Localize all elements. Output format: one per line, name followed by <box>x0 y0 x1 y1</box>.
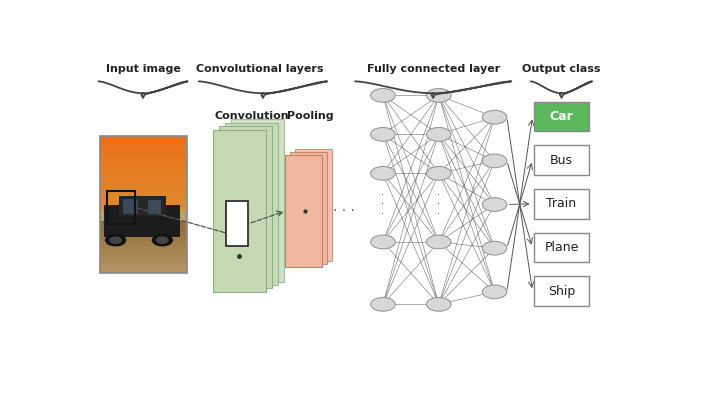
Bar <box>100 152 186 154</box>
Bar <box>100 136 186 273</box>
Bar <box>100 258 186 262</box>
Circle shape <box>482 241 507 255</box>
Bar <box>100 147 186 149</box>
Bar <box>534 189 590 219</box>
Text: Convolutional layers: Convolutional layers <box>197 64 324 74</box>
Bar <box>231 119 284 281</box>
Circle shape <box>482 110 507 124</box>
Bar <box>119 196 166 215</box>
Text: Pooling: Pooling <box>287 111 334 121</box>
Bar <box>100 235 186 239</box>
Text: Train: Train <box>546 197 577 210</box>
Bar <box>100 223 186 227</box>
Text: Ship: Ship <box>548 285 575 298</box>
Bar <box>107 191 135 224</box>
Bar <box>100 269 186 273</box>
Bar <box>148 200 161 214</box>
Bar <box>226 201 248 246</box>
Bar <box>100 162 186 165</box>
Bar <box>100 154 186 157</box>
Bar <box>100 157 186 160</box>
Bar <box>100 181 186 184</box>
Circle shape <box>371 128 395 141</box>
Bar <box>100 200 186 202</box>
Bar <box>100 210 186 221</box>
Bar <box>100 207 186 210</box>
Text: Bus: Bus <box>550 153 573 166</box>
Bar <box>213 130 266 292</box>
Circle shape <box>426 297 451 311</box>
Bar <box>100 168 186 171</box>
Bar <box>100 262 186 265</box>
Bar <box>100 202 186 205</box>
Circle shape <box>110 237 121 243</box>
Bar <box>100 176 186 178</box>
Text: Car: Car <box>549 110 573 123</box>
Bar <box>100 250 186 254</box>
Circle shape <box>153 234 172 246</box>
Bar <box>100 165 186 168</box>
Bar <box>100 178 186 181</box>
Circle shape <box>426 89 451 102</box>
Circle shape <box>371 297 395 311</box>
Bar <box>100 254 186 258</box>
Bar <box>100 144 186 147</box>
Circle shape <box>482 154 507 168</box>
Bar <box>100 171 186 173</box>
Bar <box>100 220 186 223</box>
Bar <box>534 145 590 175</box>
Bar <box>100 239 186 243</box>
Bar <box>225 123 278 285</box>
Bar <box>534 276 590 306</box>
Bar <box>100 139 186 141</box>
Bar <box>100 246 186 250</box>
Bar <box>122 199 138 214</box>
Circle shape <box>482 198 507 211</box>
Bar <box>290 152 327 264</box>
Bar <box>534 232 590 262</box>
Bar <box>534 102 590 131</box>
Circle shape <box>157 237 168 243</box>
Bar <box>285 155 322 267</box>
Text: Input image: Input image <box>106 64 181 74</box>
Bar <box>104 205 179 237</box>
Text: Fully connected layer: Fully connected layer <box>366 64 500 74</box>
Bar <box>100 192 186 194</box>
Bar <box>100 243 186 246</box>
Bar <box>100 184 186 186</box>
Bar <box>100 141 186 144</box>
Bar <box>100 265 186 269</box>
Text: Plane: Plane <box>544 241 579 254</box>
Bar <box>100 231 186 235</box>
Text: Output class: Output class <box>522 64 600 74</box>
Bar <box>219 126 272 288</box>
Bar <box>100 210 186 213</box>
Circle shape <box>371 166 395 180</box>
Circle shape <box>482 285 507 299</box>
Bar <box>100 149 186 152</box>
Bar <box>100 186 186 189</box>
Bar <box>100 227 186 231</box>
Bar <box>100 194 186 197</box>
Bar <box>100 136 186 139</box>
Circle shape <box>371 89 395 102</box>
Bar <box>100 213 186 215</box>
Circle shape <box>106 234 125 246</box>
Text: ·
·
·: · · · <box>382 190 384 219</box>
Circle shape <box>426 166 451 180</box>
Bar <box>100 197 186 200</box>
Text: Convolution: Convolution <box>215 111 289 121</box>
Bar <box>100 160 186 162</box>
Text: ·
·
·: · · · <box>437 190 440 219</box>
Bar <box>100 205 186 207</box>
Text: · · ·: · · · <box>333 204 355 218</box>
Bar <box>295 149 332 261</box>
Circle shape <box>371 235 395 249</box>
Bar <box>100 189 186 192</box>
Bar <box>100 173 186 176</box>
Bar <box>100 215 186 220</box>
Circle shape <box>426 235 451 249</box>
Circle shape <box>426 128 451 141</box>
